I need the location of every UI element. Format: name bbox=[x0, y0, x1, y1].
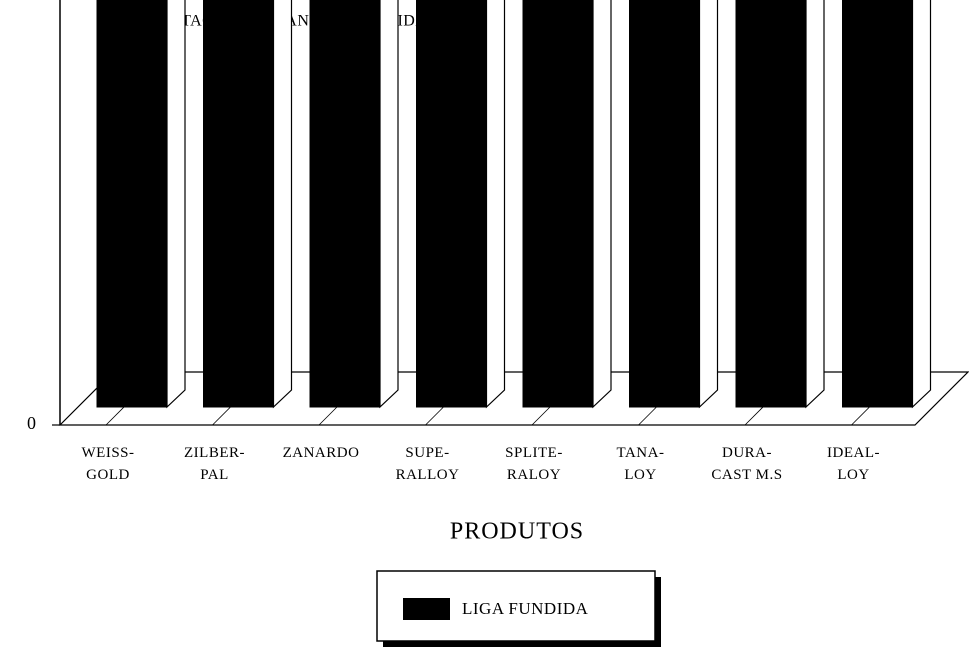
bar bbox=[96, 0, 168, 408]
bar bbox=[309, 0, 381, 408]
legend-label: LIGA FUNDIDA bbox=[462, 599, 589, 618]
bar-side bbox=[805, 0, 825, 409]
x-axis-label: PRODUTOS bbox=[450, 519, 584, 545]
bar-side bbox=[485, 0, 506, 409]
x-tick-label: WEISS- GOLD bbox=[81, 445, 135, 483]
bar-side bbox=[272, 0, 293, 409]
x-tick-label: SUPE- RALLOY bbox=[395, 445, 460, 483]
y-tick-label: 0 bbox=[27, 413, 36, 433]
x-tick-label: ZILBER- PAL bbox=[184, 445, 245, 483]
floor bbox=[58, 371, 969, 426]
x-tick-label: TANA- LOY bbox=[616, 445, 665, 483]
x-tick-label: IDEAL- LOY bbox=[827, 445, 880, 483]
bar bbox=[522, 0, 594, 408]
x-tick-label: DURA- CAST M.S bbox=[711, 445, 783, 483]
bar bbox=[629, 0, 700, 408]
bar-side bbox=[379, 0, 399, 409]
x-tick-label: ZANARDO bbox=[282, 445, 360, 461]
bar-side bbox=[698, 0, 719, 409]
bar-side bbox=[166, 0, 186, 409]
legend-swatch bbox=[403, 598, 450, 620]
bar bbox=[735, 0, 807, 408]
bar-side bbox=[911, 0, 932, 409]
x-tick-label: SPLITE- RALOY bbox=[505, 445, 563, 483]
bar bbox=[416, 0, 487, 408]
bar bbox=[203, 0, 274, 408]
bar bbox=[842, 0, 913, 408]
bar-side bbox=[592, 0, 612, 409]
